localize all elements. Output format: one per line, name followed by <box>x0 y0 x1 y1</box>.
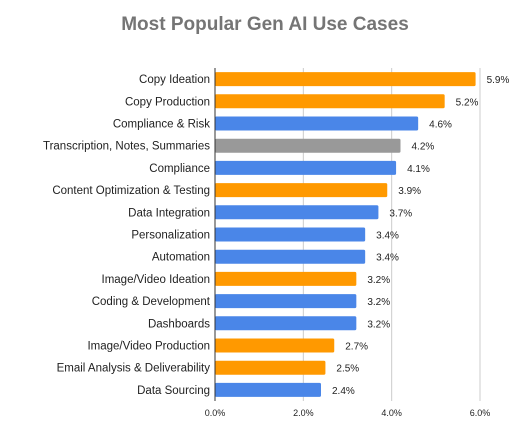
bar <box>215 294 357 309</box>
value-label: 4.6% <box>429 120 452 131</box>
bar <box>215 249 366 264</box>
x-tick-label: 4.0% <box>381 408 402 418</box>
bar <box>215 160 397 175</box>
value-label: 2.4% <box>332 386 355 397</box>
value-label: 3.9% <box>398 186 421 197</box>
category-label: Image/Video Ideation <box>102 274 210 286</box>
bar <box>215 360 326 375</box>
bar <box>215 205 379 220</box>
category-label: Email Analysis & Deliverability <box>57 363 211 375</box>
bar <box>215 94 445 109</box>
value-label: 3.4% <box>376 231 399 242</box>
value-label: 3.2% <box>367 319 390 330</box>
value-label: 3.2% <box>367 275 390 286</box>
value-label: 4.1% <box>407 164 430 175</box>
bar <box>215 338 335 353</box>
category-label: Content Optimization & Testing <box>52 185 210 197</box>
bar <box>215 271 357 286</box>
category-label: Personalization <box>131 230 210 242</box>
category-label: Data Sourcing <box>137 385 210 397</box>
value-label: 3.4% <box>376 253 399 264</box>
bar <box>215 116 419 131</box>
category-label: Transcription, Notes, Summaries <box>43 141 210 153</box>
category-label: Automation <box>152 252 210 264</box>
bar <box>215 227 366 242</box>
bar <box>215 316 357 331</box>
value-label: 5.2% <box>456 97 479 108</box>
value-label: 3.2% <box>367 297 390 308</box>
category-label: Copy Ideation <box>139 74 210 86</box>
x-tick-label: 6.0% <box>470 408 491 418</box>
bar <box>215 183 388 198</box>
category-label: Dashboards <box>148 318 210 330</box>
category-label: Compliance <box>149 163 210 175</box>
category-label: Coding & Development <box>92 296 211 308</box>
category-label: Image/Video Production <box>87 341 210 353</box>
x-tick-label: 0.0% <box>205 408 226 418</box>
value-label: 2.5% <box>336 364 359 375</box>
bar <box>215 382 321 397</box>
category-label: Data Integration <box>128 207 210 219</box>
category-label: Copy Production <box>125 96 210 108</box>
value-label: 4.2% <box>412 142 435 153</box>
chart-title: Most Popular Gen AI Use Cases <box>121 14 409 35</box>
value-label: 2.7% <box>345 342 368 353</box>
x-tick-label: 2.0% <box>293 408 314 418</box>
bar <box>215 72 476 87</box>
value-label: 5.9% <box>487 75 510 86</box>
category-label: Compliance & Risk <box>113 119 210 131</box>
bar <box>215 138 401 153</box>
value-label: 3.7% <box>389 208 412 219</box>
